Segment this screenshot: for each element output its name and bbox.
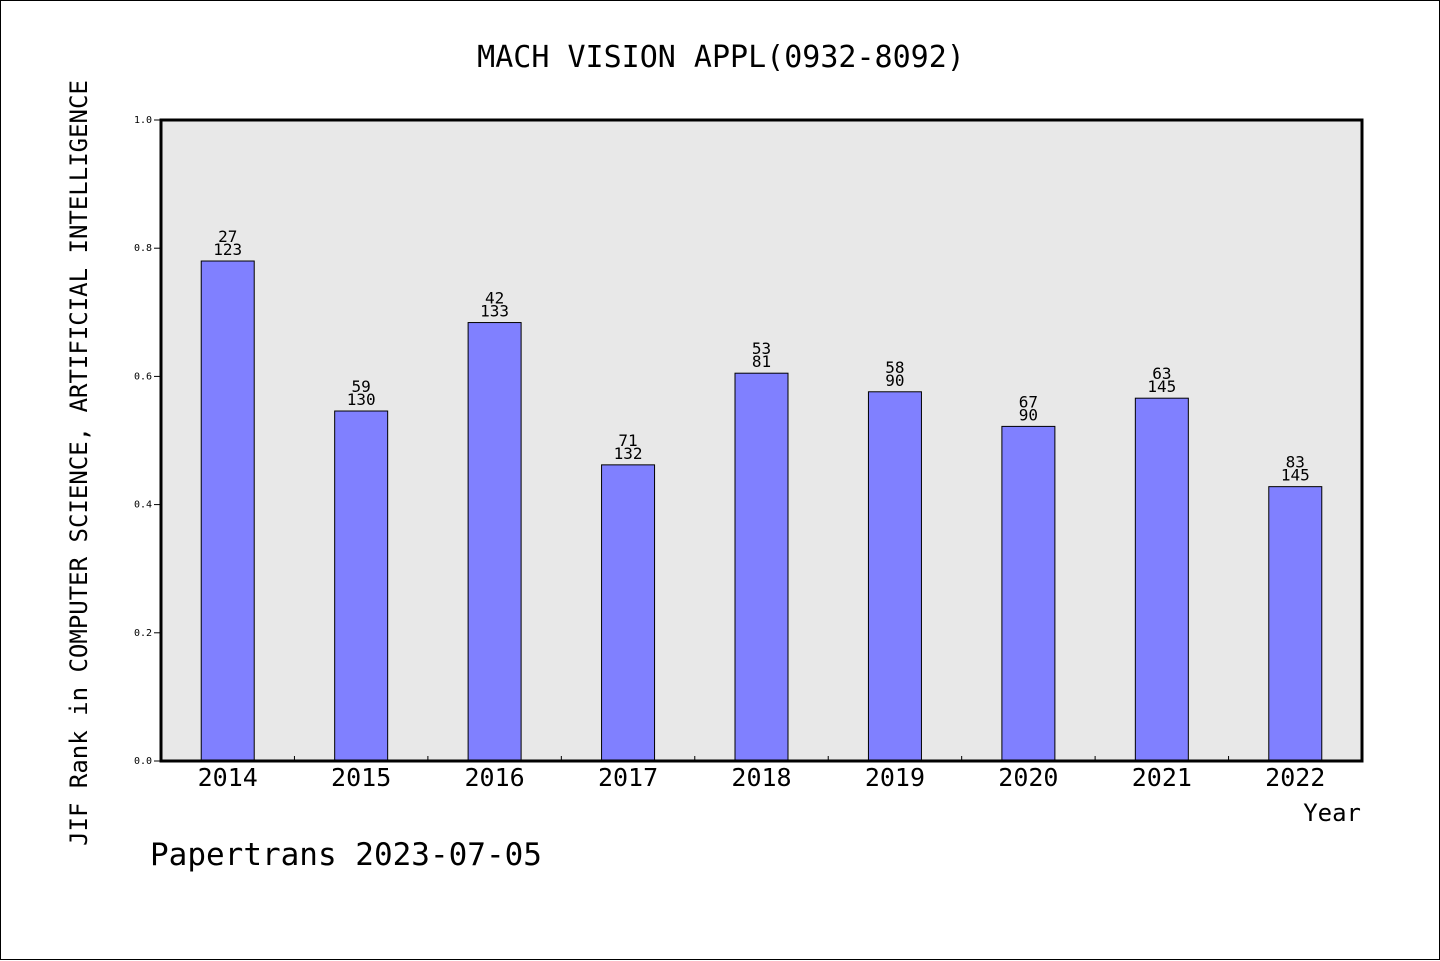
bar-2014 — [200, 260, 255, 762]
bar-rank-label: 67 — [1019, 392, 1038, 411]
bar-2016 — [467, 322, 522, 762]
x-tick-label: 2018 — [731, 763, 791, 792]
y-tick-label: 0.8 — [134, 243, 152, 254]
x-tick-label: 2017 — [598, 763, 658, 792]
bar-rank-label: 83 — [1286, 453, 1305, 472]
y-tick-label: 0.6 — [134, 371, 152, 382]
bars-group — [200, 260, 1323, 762]
footer-text: Papertrans 2023-07-05 — [150, 837, 542, 873]
x-axis: 2014 2015 2016 2017 2018 2019 2020 2021 2022 — [198, 756, 1325, 792]
bar-rank-label: 63 — [1152, 364, 1171, 383]
bar-2021 — [1134, 397, 1189, 762]
bar-rank-label: 42 — [485, 289, 504, 308]
x-tick-label: 2019 — [865, 763, 925, 792]
x-tick-label: 2020 — [998, 763, 1058, 792]
bar-total-label: 133 — [480, 302, 509, 321]
y-tick-label: 0.4 — [134, 500, 152, 511]
x-tick-label: 2014 — [198, 763, 258, 792]
bar-rank-label: 27 — [218, 227, 237, 246]
x-tick-label: 2022 — [1265, 763, 1325, 792]
y-tick-label: 0.0 — [134, 756, 152, 767]
bar-rank-label: 58 — [885, 358, 904, 377]
bar-rank-label: 53 — [752, 339, 771, 358]
bar-2015 — [334, 410, 389, 762]
bar-2019 — [867, 391, 922, 762]
bar-2018 — [734, 372, 789, 762]
bar-2017 — [601, 464, 656, 762]
bar-rank-label: 71 — [618, 431, 637, 450]
bar-total-label: 90 — [1019, 405, 1038, 424]
y-tick-label: 0.2 — [134, 628, 152, 639]
y-axis: 0.0 0.2 0.4 0.6 0.8 1.0 — [134, 115, 161, 767]
bar-2020 — [1001, 425, 1056, 762]
y-tick-label: 1.0 — [134, 115, 152, 126]
bar-total-label: 132 — [614, 444, 643, 463]
bar-total-label: 145 — [1147, 377, 1176, 396]
bar-rank-label: 59 — [352, 377, 371, 396]
bar-total-label: 145 — [1281, 466, 1310, 485]
chart-title: MACH VISION APPL(0932-8092) — [477, 40, 965, 75]
bar-total-label: 123 — [213, 240, 242, 259]
bar-2022 — [1268, 486, 1323, 762]
bar-total-label: 90 — [885, 371, 904, 390]
plot-border — [159, 118, 1364, 763]
x-tick-label: 2016 — [465, 763, 525, 792]
x-tick-label: 2021 — [1132, 763, 1192, 792]
x-tick-label: 2015 — [331, 763, 391, 792]
bar-total-label: 130 — [347, 390, 376, 409]
x-axis-label: Year — [1303, 799, 1361, 827]
bar-total-label: 81 — [752, 352, 771, 371]
y-axis-label: JIF Rank in COMPUTER SCIENCE, ARTIFICIAL… — [65, 80, 93, 846]
